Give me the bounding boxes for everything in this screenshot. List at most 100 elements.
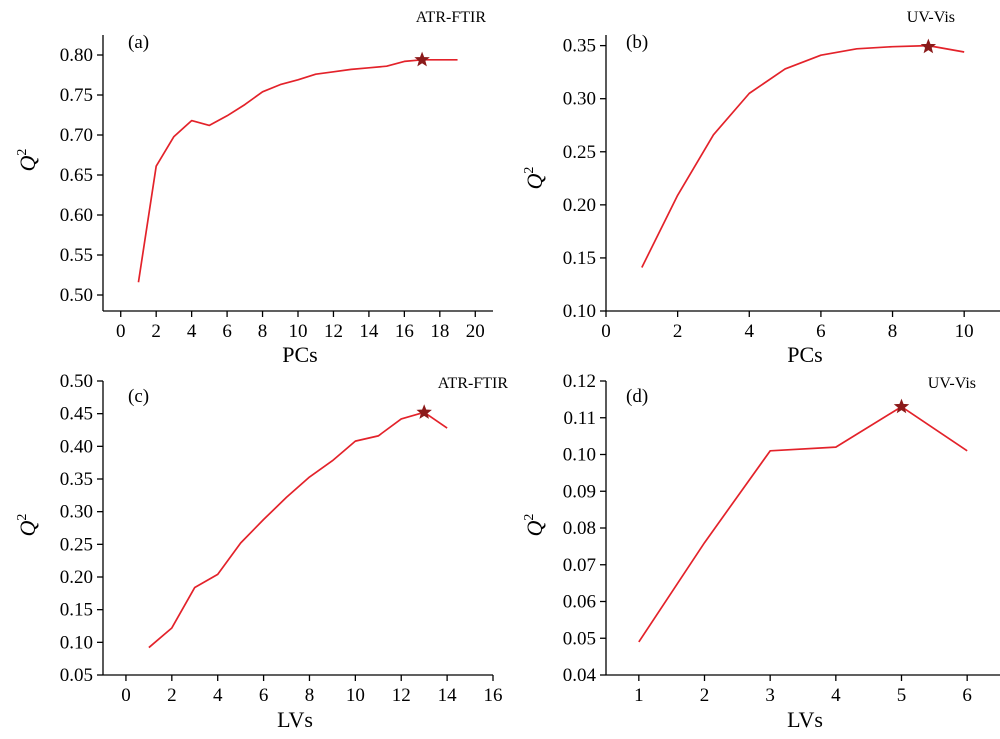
y-tick-label: 0.11 [563, 408, 596, 429]
x-tick-label: 4 [745, 321, 755, 342]
chart-panel-a: 0 2 4 6 8 10 12 14 16 18 20 0.50 0.55 0.60 0.65 0.70 0.7… [15, 9, 493, 367]
y-tick-label: 0.20 [60, 567, 93, 588]
x-axis-label: PCs [282, 342, 317, 367]
y-axis-label-superscript: 2 [15, 149, 30, 156]
y-tick-label: 0.50 [60, 285, 93, 306]
x-tick-label: 12 [324, 321, 343, 342]
x-tick-label: 4 [831, 685, 841, 706]
y-tick-label: 0.40 [60, 436, 93, 457]
series-line [641, 44, 965, 268]
y-tick-label: 0.50 [60, 371, 93, 392]
y-axis-label: Q2 [522, 167, 547, 190]
series-line [148, 411, 448, 649]
y-axis-label-main: Q [15, 520, 40, 536]
x-tick-label: 5 [897, 685, 907, 706]
y-tick-label: 0.09 [563, 481, 596, 502]
panel-label: (d) [626, 386, 648, 407]
y-tick-label: 0.75 [60, 85, 93, 106]
x-tick-label: 10 [289, 321, 308, 342]
y-tick-label: 0.05 [60, 665, 93, 686]
y-tick-label: 0.10 [563, 301, 596, 322]
x-tick-label: 16 [395, 321, 414, 342]
x-tick-label: 12 [392, 685, 411, 706]
y-axis-label: Q2 [522, 514, 547, 537]
technique-label: ATR-FTIR [416, 9, 487, 26]
x-tick-label: 1 [634, 685, 644, 706]
y-tick-label: 0.25 [60, 534, 93, 555]
x-axis-label: LVs [787, 707, 823, 732]
x-tick-label: 10 [955, 321, 974, 342]
y-tick-label: 0.60 [60, 205, 93, 226]
y-axis-label-superscript: 2 [15, 514, 30, 521]
x-tick-label: 0 [601, 321, 611, 342]
x-tick-label: 6 [259, 685, 269, 706]
panel-label: (a) [128, 32, 149, 53]
y-axis-label: Q2 [15, 514, 40, 537]
y-tick-label: 0.30 [60, 502, 93, 523]
x-tick-label: 6 [962, 685, 972, 706]
y-tick-label: 0.35 [60, 469, 93, 490]
x-tick-label: 2 [167, 685, 177, 706]
y-tick-label: 0.15 [563, 248, 596, 269]
y-tick-label: 0.55 [60, 245, 93, 266]
y-tick-label: 0.10 [563, 445, 596, 466]
y-tick-label: 0.80 [60, 45, 93, 66]
series-line [638, 405, 968, 643]
optimum-star-marker [893, 398, 910, 414]
series-line [137, 58, 458, 283]
optimum-star-marker [416, 404, 432, 419]
x-tick-label: 20 [466, 321, 485, 342]
x-axis-label: PCs [787, 342, 822, 367]
y-tick-label: 0.15 [60, 600, 93, 621]
y-axis-label-main: Q [15, 155, 40, 171]
x-tick-label: 6 [816, 321, 826, 342]
chart-panel-c: 0 2 4 6 8 10 12 14 16 0.05 0.10 0.15 0.20 0.25 0.30 0.3… [15, 371, 508, 732]
y-tick-label: 0.45 [60, 404, 93, 425]
x-tick-label: 10 [346, 685, 365, 706]
x-tick-label: 4 [187, 321, 197, 342]
optimum-star-marker [414, 51, 430, 67]
y-tick-label: 0.20 [563, 195, 596, 216]
x-tick-label: 2 [151, 321, 161, 342]
x-tick-label: 0 [116, 321, 126, 342]
y-tick-label: 0.06 [563, 592, 596, 613]
x-tick-label: 8 [258, 321, 268, 342]
y-axis-label-superscript: 2 [522, 167, 537, 174]
y-tick-label: 0.30 [563, 89, 596, 110]
y-axis-label-superscript: 2 [522, 514, 537, 521]
x-tick-label: 14 [438, 685, 458, 706]
technique-label: UV-Vis [907, 9, 955, 26]
y-tick-label: 0.65 [60, 165, 93, 186]
x-tick-label: 8 [305, 685, 315, 706]
x-axis-label: LVs [277, 707, 313, 732]
y-tick-label: 0.07 [563, 555, 596, 576]
x-tick-label: 14 [359, 321, 379, 342]
y-tick-label: 0.35 [563, 36, 596, 57]
y-tick-label: 0.05 [563, 628, 596, 649]
y-axis-label-main: Q [522, 173, 547, 189]
y-axis-label-main: Q [522, 520, 547, 536]
x-tick-label: 8 [888, 321, 898, 342]
x-tick-label: 3 [765, 685, 775, 706]
chart-panel-d: 1 2 3 4 5 6 0.04 0.05 0.06 0.07 0.08 0.09 0.10 0.11 0.… [522, 371, 1000, 732]
x-tick-label: 4 [213, 685, 223, 706]
technique-label: ATR-FTIR [438, 375, 509, 392]
x-tick-label: 0 [121, 685, 131, 706]
y-tick-label: 0.12 [563, 371, 596, 392]
technique-label: UV-Vis [928, 375, 976, 392]
x-tick-label: 6 [222, 321, 232, 342]
panel-label: (b) [626, 32, 648, 53]
x-tick-label: 2 [700, 685, 710, 706]
y-tick-label: 0.04 [563, 665, 597, 686]
x-tick-label: 16 [484, 685, 503, 706]
y-tick-label: 0.10 [60, 632, 93, 653]
y-tick-label: 0.70 [60, 125, 93, 146]
y-tick-label: 0.25 [563, 142, 596, 163]
panel-label: (c) [128, 386, 149, 407]
optimum-star-marker [920, 38, 937, 54]
x-tick-label: 2 [673, 321, 683, 342]
x-tick-label: 18 [430, 321, 449, 342]
y-tick-label: 0.08 [563, 518, 596, 539]
y-axis-label: Q2 [15, 149, 40, 172]
